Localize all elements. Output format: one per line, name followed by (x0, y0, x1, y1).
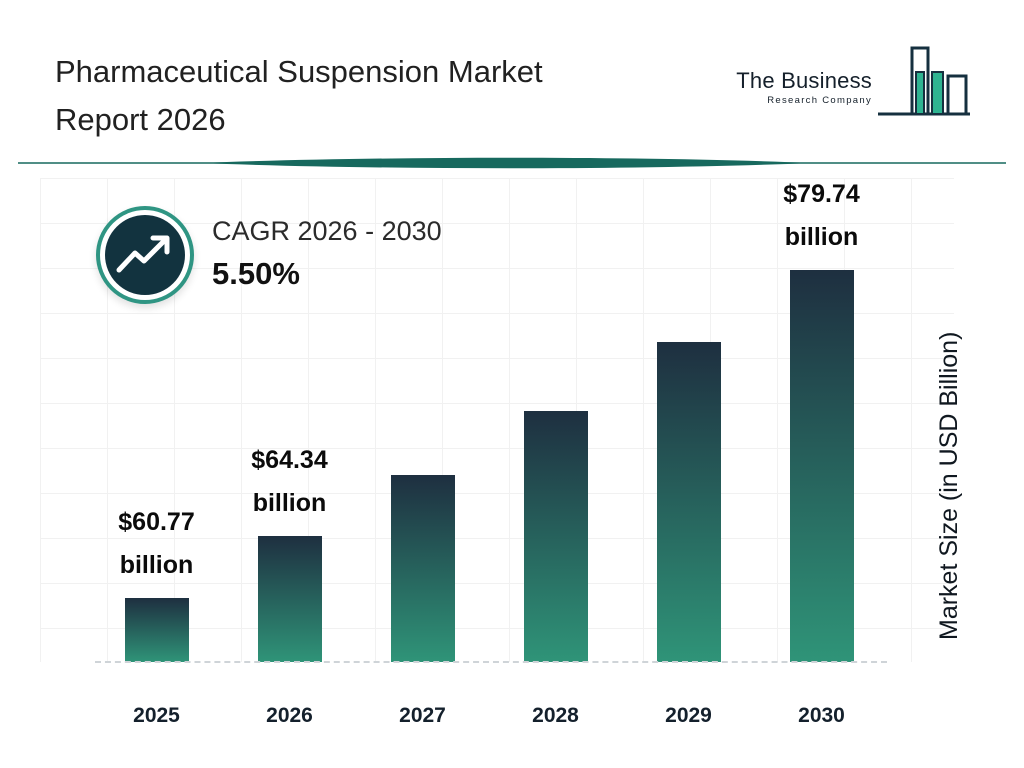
cagr-label: CAGR 2026 - 2030 (212, 216, 442, 246)
bar-group-2026: $64.34 billion (223, 439, 356, 662)
x-axis-label-2030: 2030 (798, 704, 845, 727)
x-axis-label-2028: 2028 (532, 704, 579, 727)
page-title-line1: Pharmaceutical Suspension Market (55, 54, 543, 89)
bar-value-label-2025: $60.77 billion (118, 507, 195, 580)
cagr-value: 5.50% (212, 256, 300, 291)
bar-2026[interactable] (257, 536, 322, 662)
x-axis-label-2027: 2027 (399, 704, 446, 727)
company-subname: Research Company (767, 95, 872, 106)
company-name: The Business (736, 68, 872, 93)
cagr-badge-circle (105, 215, 185, 295)
x-axis-label-2026: 2026 (266, 704, 313, 727)
bar-chart-logo-icon (876, 44, 972, 129)
divider (0, 156, 1024, 170)
bar-group-2027 (356, 475, 489, 662)
x-axis-label-2029: 2029 (665, 704, 712, 727)
bar-2030[interactable] (789, 270, 854, 662)
x-axis-baseline (95, 661, 887, 663)
x-axis-labels: 2025 2026 2027 2028 2029 2030 (90, 704, 890, 728)
company-logo: The Business Research Company (736, 44, 972, 129)
bar-group-2025: $60.77 billion (90, 501, 223, 662)
trend-up-icon (109, 226, 181, 285)
x-axis-label-2025: 2025 (133, 704, 180, 727)
bar-2028[interactable] (523, 411, 588, 662)
bar-2029[interactable] (656, 342, 721, 662)
page-title: Pharmaceutical Suspension Market Report … (55, 48, 715, 144)
company-logo-text: The Business Research Company (736, 68, 872, 106)
cagr-badge (96, 206, 194, 304)
bar-value-label-2026: $64.34 billion (251, 445, 328, 518)
bar-value-label-2030: $79.74 billion (783, 179, 860, 252)
bar-group-2029 (622, 342, 755, 662)
cagr-text-block: CAGR 2026 - 2030 5.50% (212, 216, 442, 292)
bar-group-2028 (489, 411, 622, 662)
y-axis-label: Market Size (in USD Billion) (935, 331, 963, 640)
page-title-line2: Report 2026 (55, 102, 226, 138)
bar-2025[interactable] (124, 598, 189, 662)
bar-group-2030: $79.74 billion (755, 173, 888, 662)
bar-chart-bars: $60.77 billion $64.34 billion $79.74 billion (90, 142, 890, 662)
bar-2027[interactable] (390, 475, 455, 662)
